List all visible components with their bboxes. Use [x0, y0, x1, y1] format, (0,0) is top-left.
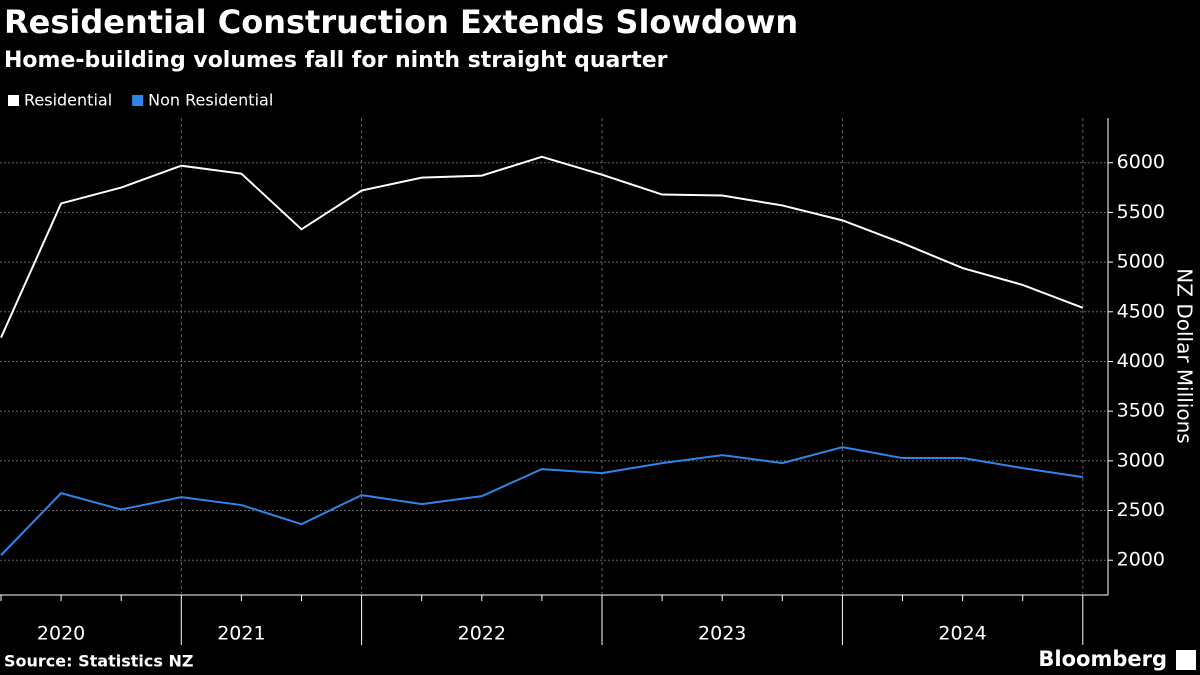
brand: Bloomberg — [1038, 647, 1167, 671]
y-tick-label: 4000 — [1117, 350, 1165, 372]
series-line — [0, 446, 1083, 556]
legend-swatch — [8, 95, 19, 106]
x-tick-label: 2023 — [698, 623, 746, 645]
y-tick-label: 6000 — [1117, 151, 1165, 173]
y-tick-label: 5000 — [1117, 251, 1165, 273]
y-tick-label: 3500 — [1117, 400, 1165, 422]
y-tick-label: 3000 — [1117, 449, 1165, 471]
series-line — [0, 155, 1084, 339]
y-tick-label: 4500 — [1117, 300, 1165, 322]
y-axis-label: NZ Dollar Millions — [1173, 268, 1197, 443]
x-tick-label: 2024 — [938, 623, 986, 645]
legend-label: Non Residential — [148, 91, 273, 110]
x-tick-label: 2022 — [458, 623, 506, 645]
chart-subtitle: Home-building volumes fall for ninth str… — [4, 48, 668, 73]
chart-title: Residential Construction Extends Slowdow… — [4, 3, 798, 41]
y-tick-label: 2000 — [1117, 549, 1165, 571]
brand-icon — [1176, 650, 1196, 670]
y-tick-label: 5500 — [1117, 201, 1165, 223]
legend-label: Residential — [24, 91, 112, 110]
source: Source: Statistics NZ — [4, 652, 193, 671]
legend-swatch — [132, 95, 144, 106]
x-tick-label: 2020 — [37, 623, 85, 645]
x-tick-label: 2021 — [217, 623, 265, 645]
y-tick-label: 2500 — [1117, 499, 1165, 521]
